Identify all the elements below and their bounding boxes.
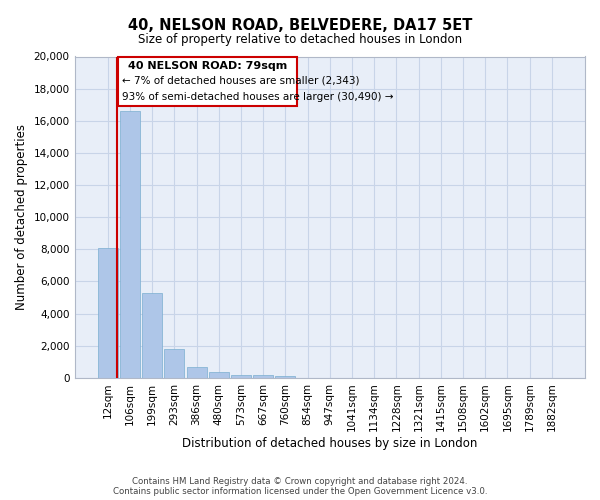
Text: Size of property relative to detached houses in London: Size of property relative to detached ho… [138,32,462,46]
Y-axis label: Number of detached properties: Number of detached properties [15,124,28,310]
Bar [275,376,295,378]
Text: 40 NELSON ROAD: 79sqm: 40 NELSON ROAD: 79sqm [128,61,287,71]
Bar [231,374,251,378]
Bar [164,349,184,378]
X-axis label: Distribution of detached houses by size in London: Distribution of detached houses by size … [182,437,478,450]
Text: 40, NELSON ROAD, BELVEDERE, DA17 5ET: 40, NELSON ROAD, BELVEDERE, DA17 5ET [128,18,472,32]
Bar [120,111,140,378]
Bar [253,376,273,378]
Bar [142,292,162,378]
Text: Contains HM Land Registry data © Crown copyright and database right 2024.
Contai: Contains HM Land Registry data © Crown c… [113,476,487,496]
Bar [98,248,118,378]
FancyBboxPatch shape [118,58,297,106]
Bar [187,368,206,378]
Text: ← 7% of detached houses are smaller (2,343): ← 7% of detached houses are smaller (2,3… [122,76,359,86]
Bar [209,372,229,378]
Text: 93% of semi-detached houses are larger (30,490) →: 93% of semi-detached houses are larger (… [122,92,393,102]
